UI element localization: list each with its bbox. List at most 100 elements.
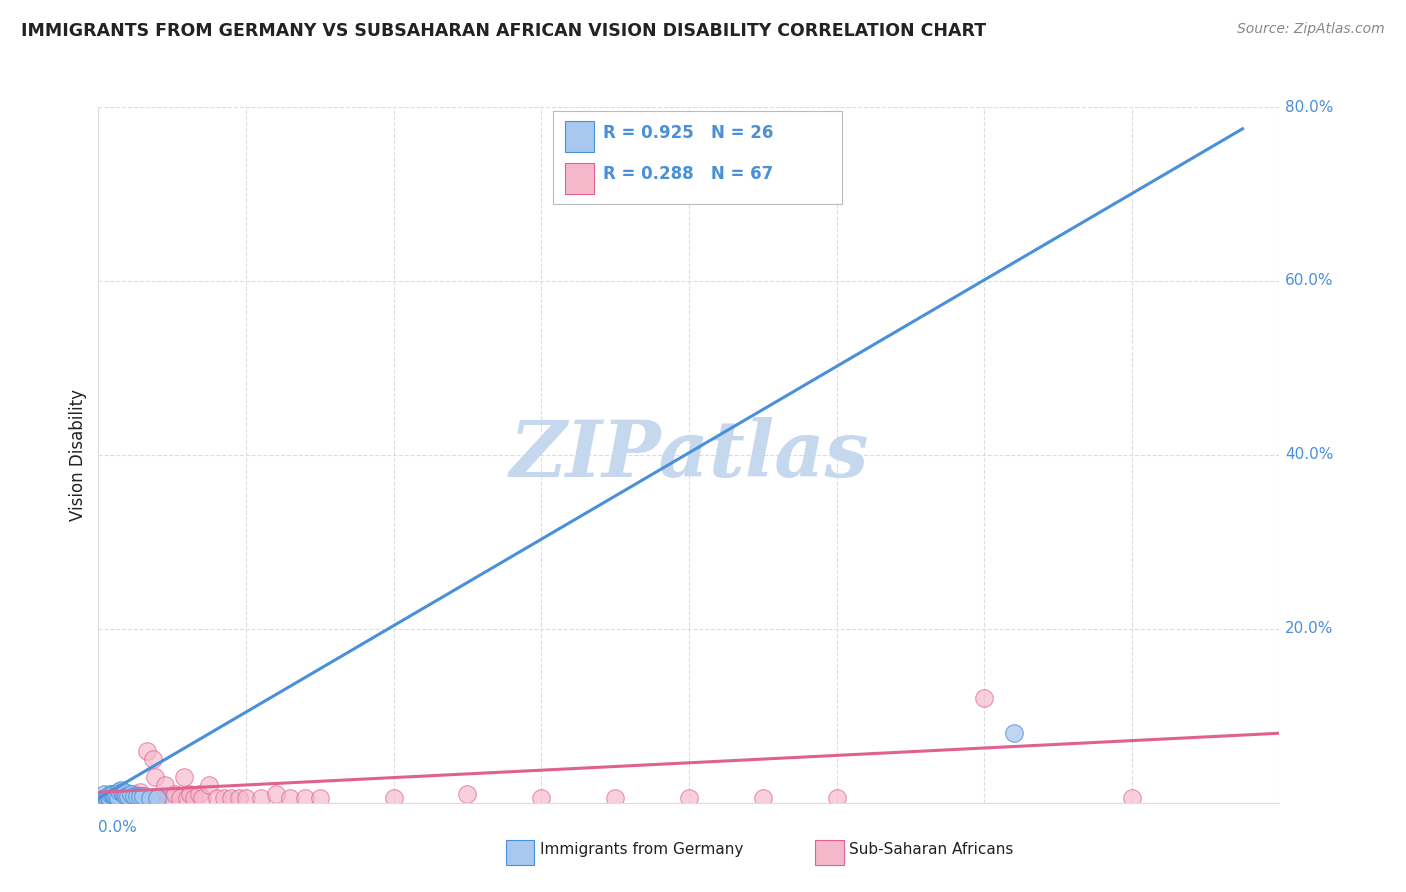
Point bbox=[111, 785, 134, 799]
Point bbox=[104, 789, 127, 803]
Point bbox=[179, 787, 201, 801]
Point bbox=[173, 770, 195, 784]
Point bbox=[97, 791, 120, 805]
Point bbox=[235, 791, 257, 805]
Point bbox=[294, 791, 316, 805]
Text: 60.0%: 60.0% bbox=[1285, 274, 1334, 288]
Point bbox=[96, 791, 118, 805]
Text: Immigrants from Germany: Immigrants from Germany bbox=[540, 842, 744, 857]
Point bbox=[1002, 726, 1025, 740]
Point bbox=[264, 787, 287, 801]
Point bbox=[219, 791, 242, 805]
Point bbox=[98, 787, 121, 801]
Point bbox=[108, 783, 131, 797]
Point bbox=[120, 787, 142, 801]
Point bbox=[93, 791, 115, 805]
Point bbox=[107, 791, 129, 805]
Point bbox=[205, 791, 228, 805]
Point bbox=[198, 778, 221, 792]
Point bbox=[136, 744, 159, 758]
Point bbox=[456, 787, 478, 801]
Point bbox=[132, 789, 155, 803]
Point bbox=[104, 791, 127, 805]
Point bbox=[678, 791, 700, 805]
Point bbox=[176, 791, 198, 805]
Point bbox=[128, 789, 150, 803]
Text: 20.0%: 20.0% bbox=[1285, 622, 1334, 636]
Point bbox=[141, 791, 163, 805]
Point bbox=[98, 791, 121, 805]
Point bbox=[132, 791, 155, 805]
Point bbox=[124, 787, 146, 801]
Point bbox=[97, 791, 120, 805]
Point bbox=[91, 791, 114, 805]
Point bbox=[122, 791, 145, 805]
Point bbox=[112, 791, 135, 805]
Point bbox=[90, 791, 112, 805]
FancyBboxPatch shape bbox=[565, 121, 595, 153]
Point bbox=[146, 791, 169, 805]
Point bbox=[117, 787, 139, 801]
Point bbox=[157, 791, 180, 805]
Point bbox=[111, 791, 134, 805]
Point bbox=[115, 791, 138, 805]
Text: R = 0.925   N = 26: R = 0.925 N = 26 bbox=[603, 124, 773, 143]
Point bbox=[120, 791, 142, 805]
Point bbox=[112, 787, 135, 801]
Point bbox=[530, 791, 553, 805]
Point bbox=[94, 790, 117, 805]
Point bbox=[117, 789, 139, 803]
Text: 0.0%: 0.0% bbox=[98, 821, 138, 835]
Point bbox=[97, 789, 120, 804]
Point bbox=[183, 791, 205, 805]
Point bbox=[127, 791, 149, 805]
Point bbox=[212, 791, 235, 805]
Point bbox=[142, 752, 165, 766]
Point bbox=[115, 789, 138, 803]
Point bbox=[134, 789, 156, 803]
Point bbox=[191, 791, 214, 805]
Point bbox=[100, 787, 122, 801]
Point bbox=[128, 785, 150, 799]
Point bbox=[110, 787, 132, 801]
Text: 40.0%: 40.0% bbox=[1285, 448, 1334, 462]
Point bbox=[96, 791, 118, 805]
Point bbox=[187, 787, 209, 801]
Point bbox=[94, 791, 117, 805]
Text: Source: ZipAtlas.com: Source: ZipAtlas.com bbox=[1237, 22, 1385, 37]
Point bbox=[153, 778, 176, 792]
Text: 80.0%: 80.0% bbox=[1285, 100, 1334, 114]
Point bbox=[605, 791, 627, 805]
Point bbox=[143, 770, 166, 784]
Point bbox=[114, 785, 136, 799]
Point bbox=[973, 691, 995, 706]
Point bbox=[125, 789, 148, 803]
Point bbox=[114, 787, 136, 801]
Text: ZIPatlas: ZIPatlas bbox=[509, 417, 869, 493]
Point bbox=[107, 791, 129, 805]
Text: R = 0.288   N = 67: R = 0.288 N = 67 bbox=[603, 165, 773, 183]
Point bbox=[309, 791, 332, 805]
Point bbox=[122, 789, 145, 803]
Point bbox=[100, 791, 122, 805]
Point bbox=[148, 791, 170, 805]
Point bbox=[139, 790, 162, 805]
Point bbox=[751, 791, 773, 805]
Point bbox=[103, 787, 125, 801]
Point bbox=[105, 787, 128, 801]
Point bbox=[103, 791, 125, 805]
Point bbox=[110, 782, 132, 797]
Point bbox=[1121, 791, 1143, 805]
Point bbox=[135, 791, 157, 805]
Y-axis label: Vision Disability: Vision Disability bbox=[69, 389, 87, 521]
Point bbox=[108, 791, 131, 805]
Point bbox=[105, 791, 128, 805]
Point bbox=[146, 790, 169, 805]
Point bbox=[169, 791, 191, 805]
Point bbox=[121, 789, 143, 803]
FancyBboxPatch shape bbox=[565, 162, 595, 194]
Point bbox=[825, 791, 848, 805]
Text: IMMIGRANTS FROM GERMANY VS SUBSAHARAN AFRICAN VISION DISABILITY CORRELATION CHAR: IMMIGRANTS FROM GERMANY VS SUBSAHARAN AF… bbox=[21, 22, 986, 40]
Point bbox=[149, 791, 172, 805]
Point bbox=[93, 787, 115, 801]
